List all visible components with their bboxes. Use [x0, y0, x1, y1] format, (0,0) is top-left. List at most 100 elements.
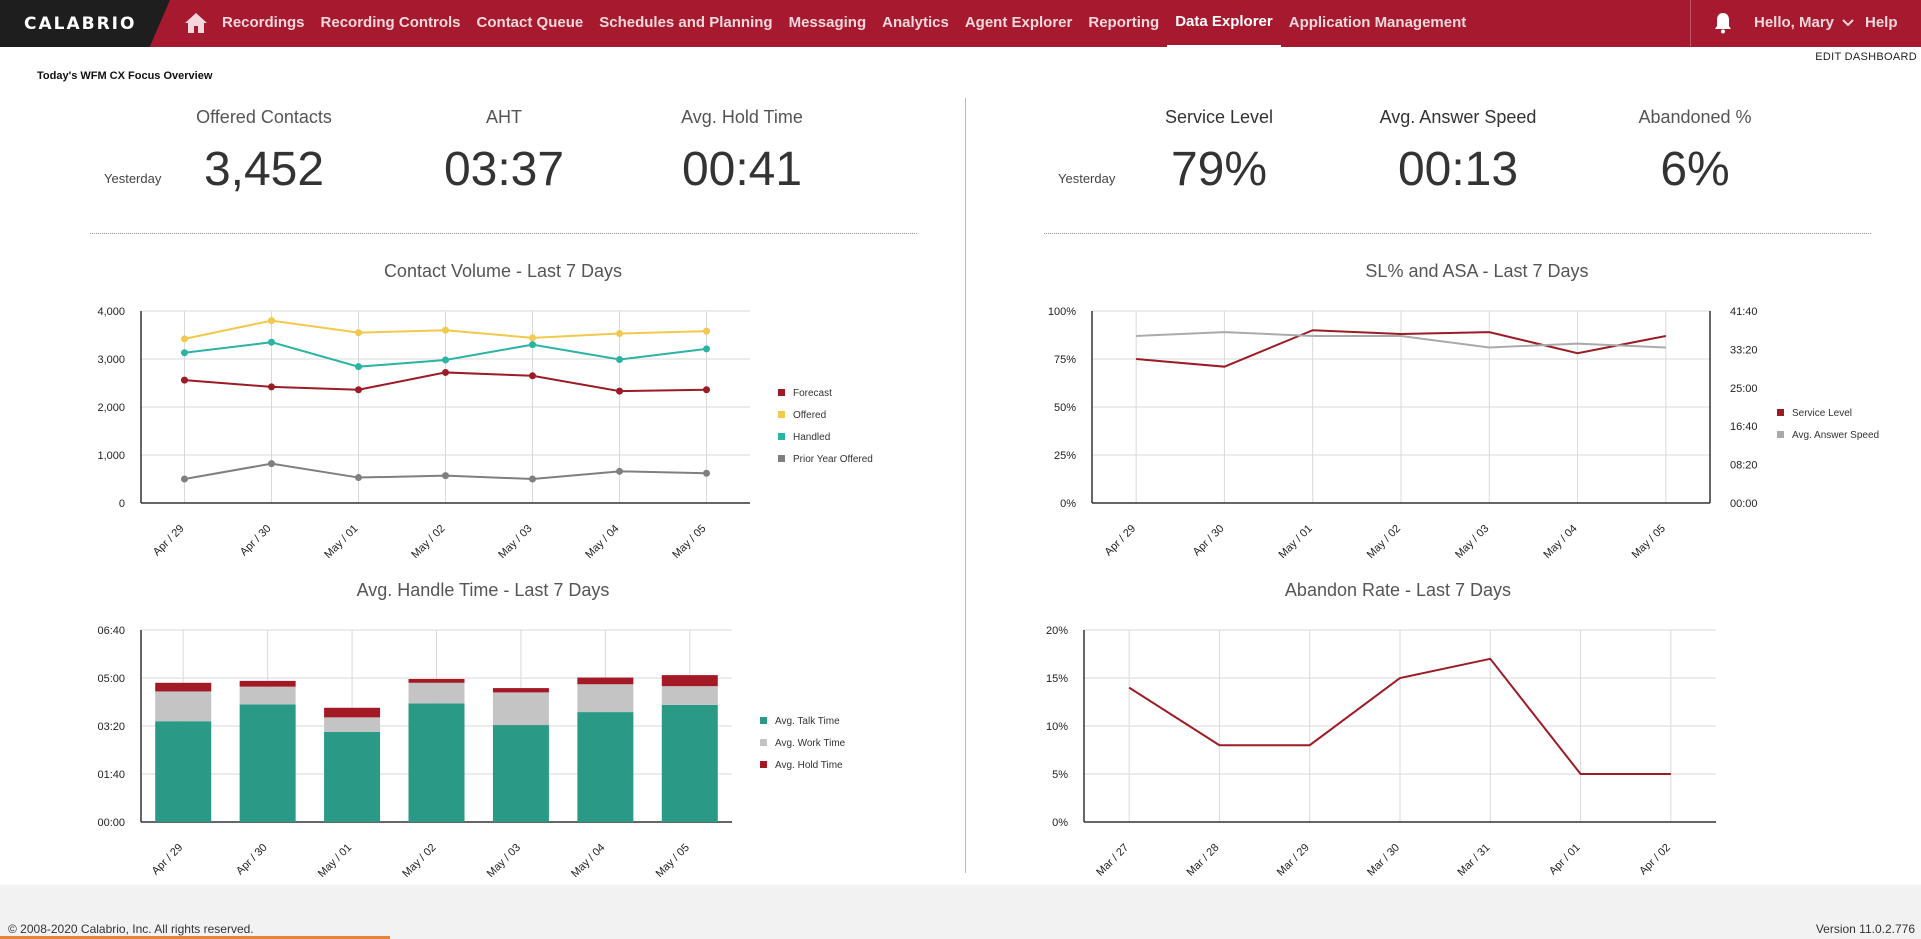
talk-time-bar — [324, 731, 381, 822]
x-tick-label: Apr / 30 — [234, 842, 270, 878]
handled-point — [181, 349, 188, 357]
work-time-bar — [324, 717, 381, 732]
hold-time-bar — [577, 677, 634, 685]
help-link[interactable]: Help — [1865, 14, 1898, 31]
kpi-label-aht: AHT — [486, 107, 522, 127]
y-tick-label: 5% — [1052, 769, 1068, 781]
talk-time-bar — [155, 721, 212, 822]
kpi-value-service-level: 79% — [1170, 143, 1268, 196]
hold-time-bar — [155, 682, 212, 692]
y-tick-label: 15% — [1046, 673, 1068, 685]
y2-tick-label: 33:20 — [1730, 344, 1758, 356]
x-tick-label: Mar / 29 — [1275, 842, 1312, 879]
kpi-period-left: Yesterday — [104, 171, 162, 186]
chart-title-aht: Avg. Handle Time - Last 7 Days — [356, 580, 610, 600]
footer-accent-line — [0, 936, 390, 939]
x-tick-label: May / 04 — [569, 842, 607, 880]
nav-item-recording-controls[interactable]: Recording Controls — [320, 14, 461, 31]
x-tick-label: May / 03 — [1453, 523, 1491, 561]
x-tick-label: May / 02 — [409, 523, 447, 561]
legend-swatch — [760, 717, 767, 724]
y-tick-label: 3,000 — [97, 354, 125, 366]
y-tick-label: 01:40 — [97, 769, 125, 781]
x-tick-label: May / 05 — [654, 842, 692, 880]
kpi-label-avg-hold-time: Avg. Hold Time — [681, 107, 803, 127]
offered-point — [181, 335, 188, 343]
user-menu[interactable]: Hello, Mary — [1754, 14, 1854, 31]
x-tick-label: May / 01 — [316, 842, 354, 880]
top-navigation-bar: CALABRIO Recordings Recording Controls Con… — [0, 0, 1921, 47]
nav-item-agent-explorer[interactable]: Agent Explorer — [964, 14, 1073, 31]
y2-tick-label: 00:00 — [1730, 498, 1758, 510]
prior-year-offered-point — [355, 474, 362, 482]
avg-answer-speed-line — [1136, 331, 1666, 349]
legend-label: Avg. Answer Speed — [1792, 430, 1879, 441]
forecast-point — [181, 376, 188, 384]
y-tick-label: 20% — [1046, 625, 1068, 637]
legend-swatch — [1777, 409, 1784, 416]
nav-item-reporting[interactable]: Reporting — [1088, 14, 1160, 31]
talk-time-bar — [492, 725, 549, 822]
nav-item-contact-queue[interactable]: Contact Queue — [476, 14, 584, 31]
kpi-period-right: Yesterday — [1058, 171, 1116, 186]
handled-point — [703, 345, 710, 353]
work-time-bar — [492, 692, 549, 726]
talk-time-bar — [239, 704, 296, 822]
chart-title-abandon: Abandon Rate - Last 7 Days — [1284, 580, 1512, 600]
x-tick-label: Mar / 28 — [1185, 842, 1222, 879]
work-time-bar — [661, 686, 718, 705]
legend-label: Handled — [793, 432, 830, 443]
bell-icon[interactable] — [1713, 12, 1733, 34]
x-tick-label: May / 01 — [322, 523, 360, 561]
x-tick-label: Mar / 30 — [1365, 842, 1402, 879]
y-tick-label: 05:00 — [97, 673, 125, 685]
legend-swatch — [1777, 431, 1784, 438]
offered-point — [529, 334, 536, 342]
nav-item-application-management[interactable]: Application Management — [1288, 14, 1467, 31]
hold-time-bar — [239, 680, 296, 687]
offered-point — [442, 326, 449, 334]
nav-item-analytics[interactable]: Analytics — [882, 14, 949, 31]
x-tick-label: Mar / 27 — [1094, 842, 1131, 879]
calabrio-logo[interactable]: CALABRIO — [24, 14, 137, 34]
offered-point — [355, 329, 362, 337]
work-time-bar — [408, 682, 465, 704]
nav-item-messaging[interactable]: Messaging — [788, 14, 867, 31]
nav-item-schedules-and-planning[interactable]: Schedules and Planning — [599, 14, 773, 31]
prior-year-offered-point — [529, 475, 536, 483]
x-tick-label: May / 04 — [583, 523, 621, 561]
legend-label: Forecast — [793, 388, 832, 399]
x-tick-label: Apr / 29 — [150, 842, 186, 878]
x-tick-label: May / 05 — [1630, 523, 1668, 561]
x-tick-label: Apr / 29 — [151, 523, 187, 559]
kpi-separator-left — [90, 233, 917, 234]
legend-label: Prior Year Offered — [793, 454, 873, 465]
legend-label: Avg. Talk Time — [775, 716, 840, 727]
version-text: Version 11.0.2.776 — [1815, 922, 1915, 936]
home-icon[interactable] — [184, 12, 208, 34]
handled-point — [268, 338, 275, 346]
forecast-point — [355, 386, 362, 394]
nav-item-data-explorer[interactable]: Data Explorer — [1167, 0, 1281, 47]
kpi-separator-right — [1044, 233, 1871, 234]
kpi-value-aht: 03:37 — [443, 143, 565, 196]
x-tick-label: May / 02 — [400, 842, 438, 880]
prior-year-offered-point — [181, 475, 188, 483]
kpi-label-service-level: Service Level — [1164, 107, 1274, 127]
aht-chart: 00:00 01:40 03:20 05:00 06:40 Apr / 29 Apr / 3… — [97, 625, 846, 880]
kpi-label-avg-answer-speed: Avg. Answer Speed — [1379, 107, 1537, 127]
legend-label: Avg. Work Time — [775, 738, 846, 749]
logo-background — [0, 0, 170, 47]
y-tick-label: 0% — [1052, 817, 1068, 829]
kpi-value-abandoned: 6% — [1660, 143, 1730, 196]
nav-item-recordings[interactable]: Recordings — [222, 14, 305, 31]
y-tick-label: 03:20 — [97, 721, 125, 733]
contact-volume-chart: 0 1,000 2,000 3,000 4,000 Apr / 29 Apr / 30 May… — [97, 306, 873, 561]
offered-point — [616, 330, 623, 338]
y-tick-label: 75% — [1054, 354, 1076, 366]
center-divider — [965, 98, 966, 873]
prior-year-offered-point — [442, 472, 449, 480]
kpi-value-avg-answer-speed: 00:13 — [1397, 143, 1519, 196]
copyright-text: © 2008-2020 Calabrio, Inc. All rights re… — [8, 922, 254, 936]
edit-dashboard-button[interactable]: EDIT DASHBOARD — [1815, 51, 1917, 63]
